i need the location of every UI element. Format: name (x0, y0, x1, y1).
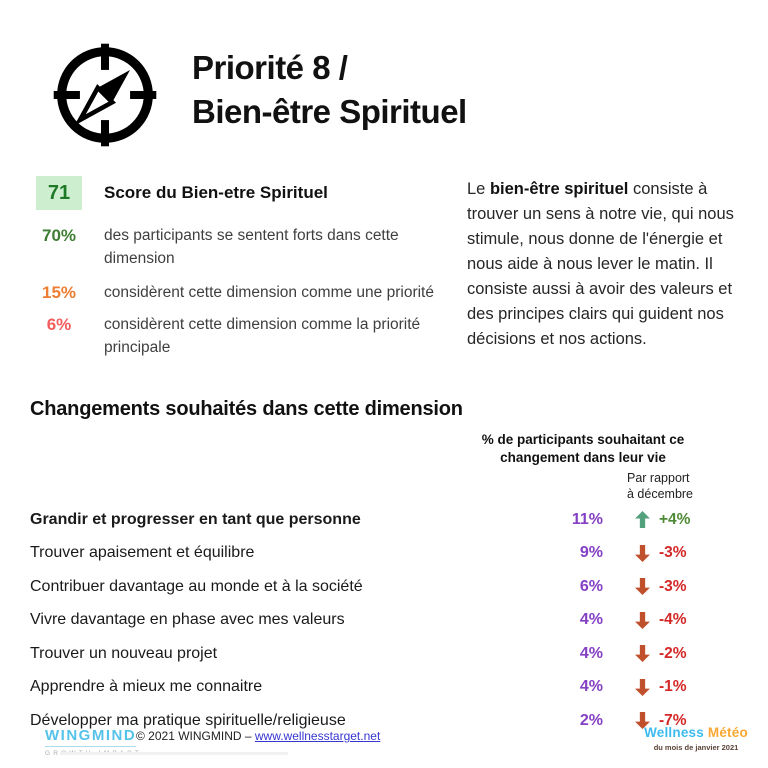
change-label: Trouver un nouveau projet (30, 644, 218, 662)
stat-row-priority: 15% considèrent cette dimension comme un… (30, 276, 458, 304)
stat-text-priority: considèrent cette dimension comme une pr… (104, 284, 434, 301)
change-delta: -4% (659, 611, 687, 629)
change-label: Apprendre à mieux me connaitre (30, 678, 263, 696)
change-delta: +4% (659, 510, 691, 528)
compass-icon (53, 43, 157, 147)
stat-row-main-priority: 6% considèrent cette dimension comme la … (30, 308, 458, 359)
score-row: 71 Score du Bien-etre Spirituel (30, 176, 458, 210)
dimension-description: Le bien-être spirituel consiste à trouve… (467, 177, 748, 352)
arrow-down-icon (634, 645, 650, 663)
wellness-meteo-logo: Wellness Météo du mois de janvier 2021 (630, 725, 762, 752)
stat-text-strong: des participants se sentent forts dans c… (104, 227, 399, 267)
change-pct: 6% (579, 577, 603, 595)
change-delta: -7% (659, 711, 687, 729)
wellnesstarget-link[interactable]: www.wellnesstarget.net (254, 729, 381, 743)
change-pct: 9% (579, 544, 603, 562)
change-label: Contribuer davantage au monde et à la so… (30, 577, 363, 595)
score-label: Score du Bien-etre Spirituel (104, 183, 328, 202)
score-value-badge: 71 (36, 176, 82, 210)
page-title-line2: Bien-être Spirituel (192, 93, 467, 130)
change-pct: 11% (571, 510, 603, 528)
changes-table: Grandir et progresser en tant que person… (30, 503, 725, 738)
score-block: 71 Score du Bien-etre Spirituel 70% des … (30, 176, 458, 368)
arrow-down-icon (634, 611, 650, 629)
wingmind-brand-text: WINGMIND (45, 727, 137, 747)
change-delta: -1% (659, 678, 687, 696)
change-label: Développer ma pratique spirituelle/relig… (30, 711, 346, 729)
change-pct: 4% (579, 611, 603, 629)
stat-row-strong: 70% des participants se sentent forts da… (30, 219, 458, 270)
copyright-text: © 2021 WINGMIND – (136, 729, 252, 743)
stat-value-main-priority: 6% (46, 315, 72, 334)
arrow-down-icon (634, 712, 650, 730)
stat-text-main-priority: considèrent cette dimension comme la pri… (104, 316, 421, 356)
description-bold-term: bien-être spirituel (489, 180, 629, 198)
table-row: Trouver apaisement et équilibre 9% -3% (30, 537, 725, 571)
bottom-edge-strip (60, 752, 288, 755)
change-delta: -3% (659, 577, 687, 595)
table-row: Trouver un nouveau projet 4% -2% (30, 637, 725, 671)
meteo-subtitle: du mois de janvier 2021 (653, 743, 739, 752)
stat-value-priority: 15% (41, 283, 77, 302)
change-label: Vivre davantage en phase avec mes valeur… (30, 611, 345, 629)
description-prefix: Le (467, 180, 490, 198)
page-title: Priorité 8 / Bien-être Spirituel (192, 46, 467, 134)
arrow-down-icon (634, 678, 650, 696)
table-row: Contribuer davantage au monde et à la so… (30, 570, 725, 604)
changes-heading: Changements souhaités dans cette dimensi… (30, 398, 463, 420)
page-title-line1: Priorité 8 / (192, 49, 348, 86)
table-row: Grandir et progresser en tant que person… (30, 503, 725, 537)
arrow-up-icon (634, 511, 650, 529)
change-delta: -3% (659, 544, 687, 562)
change-pct: 2% (579, 711, 603, 729)
arrow-down-icon (634, 578, 650, 596)
arrow-down-icon (634, 544, 650, 562)
comparison-column-header: Par rapport à décembre (627, 471, 694, 501)
change-pct: 4% (579, 678, 603, 696)
meteo-word: Météo (707, 725, 748, 740)
change-pct: 4% (579, 644, 603, 662)
copyright-line: © 2021 WINGMIND – www.wellnesstarget.net (136, 729, 380, 743)
pct-column-header: % de participants souhaitant ce changeme… (481, 432, 685, 465)
table-row: Développer ma pratique spirituelle/relig… (30, 704, 725, 738)
change-label: Grandir et progresser en tant que person… (30, 510, 361, 528)
wellness-word: Wellness (644, 725, 704, 740)
change-label: Trouver apaisement et équilibre (30, 544, 255, 562)
description-rest: consiste à trouver un sens à notre vie, … (467, 180, 734, 348)
table-row: Vivre davantage en phase avec mes valeur… (30, 604, 725, 638)
table-row: Apprendre à mieux me connaitre 4% -1% (30, 671, 725, 705)
stat-value-strong: 70% (41, 226, 77, 245)
change-delta: -2% (659, 644, 687, 662)
